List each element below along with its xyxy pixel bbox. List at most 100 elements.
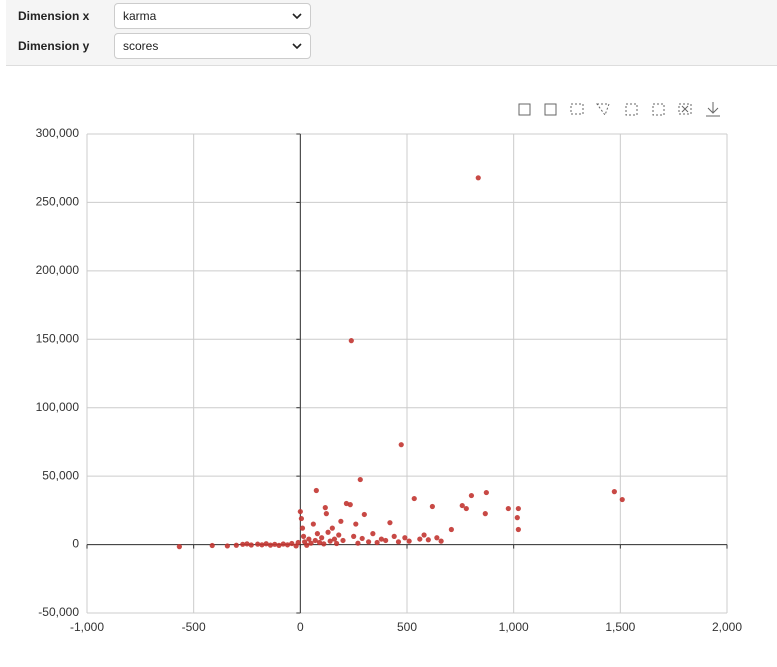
point	[334, 540, 340, 547]
chevron	[292, 13, 302, 19]
point	[300, 533, 307, 539]
x-tick-label: -1,000	[70, 620, 104, 634]
point	[387, 520, 393, 526]
point	[308, 540, 314, 546]
tool-clear[interactable]	[678, 103, 692, 115]
point	[289, 540, 295, 547]
point	[304, 542, 310, 548]
point	[329, 525, 335, 531]
point	[348, 338, 354, 344]
point	[361, 511, 367, 518]
dropdown-value: karma	[123, 9, 157, 23]
y-tick-label: 200,000	[36, 263, 80, 277]
point	[378, 536, 384, 542]
tool-rect-select[interactable]	[570, 103, 584, 115]
point	[505, 505, 511, 512]
y-tick-label: 250,000	[36, 195, 80, 209]
point	[398, 442, 404, 448]
dropdown[interactable]: scores	[114, 33, 311, 59]
tool-keep[interactable]	[625, 103, 638, 116]
point	[515, 526, 521, 533]
point	[336, 532, 342, 538]
tool-zoom[interactable]	[518, 103, 531, 116]
point	[327, 538, 333, 544]
point	[259, 542, 265, 548]
point	[421, 532, 427, 538]
y-tick-label: -50,000	[38, 605, 79, 619]
point	[233, 542, 239, 548]
point	[359, 535, 365, 542]
point	[374, 539, 380, 546]
point	[312, 537, 318, 544]
point	[438, 538, 444, 544]
point	[280, 541, 286, 547]
control-label: Dimension y	[18, 39, 90, 53]
point	[295, 539, 301, 546]
point	[255, 541, 261, 547]
y-tick-label: 300,000	[36, 126, 80, 140]
point	[482, 511, 488, 517]
point	[370, 531, 376, 537]
point	[240, 541, 246, 547]
point	[272, 541, 278, 547]
tool-back[interactable]	[544, 103, 557, 116]
point	[406, 538, 412, 544]
point	[319, 535, 325, 541]
control-row: Dimension x karma	[18, 3, 311, 29]
point	[515, 505, 521, 512]
point	[355, 540, 361, 546]
point	[321, 541, 327, 547]
point	[325, 529, 331, 535]
point	[351, 533, 357, 539]
point	[347, 502, 353, 508]
tool-download[interactable]	[706, 102, 720, 117]
point	[310, 521, 316, 527]
point	[244, 541, 250, 547]
point	[331, 536, 338, 542]
point	[314, 531, 320, 537]
point	[267, 542, 274, 548]
x-tick-label: 500	[397, 620, 417, 634]
point	[468, 492, 475, 499]
point	[425, 537, 431, 543]
point	[417, 536, 423, 542]
point	[434, 535, 440, 541]
point	[402, 535, 408, 541]
toolbar	[518, 102, 720, 117]
point	[395, 539, 402, 545]
x-tick-label: 1,500	[605, 620, 635, 634]
point	[383, 537, 389, 544]
point	[475, 175, 481, 181]
point	[429, 503, 435, 510]
x-tick-label: 0	[297, 620, 304, 634]
point	[263, 541, 269, 547]
point	[411, 495, 417, 502]
y-tick-label: 0	[72, 537, 79, 551]
point	[338, 518, 344, 524]
point	[483, 489, 489, 496]
x-tick-label: 1,000	[499, 620, 529, 634]
point	[514, 515, 520, 521]
y-tick-label: 150,000	[36, 331, 80, 345]
point	[391, 533, 397, 539]
point	[224, 543, 230, 549]
control-label: Dimension x	[18, 9, 90, 23]
point	[313, 487, 319, 494]
point	[448, 526, 454, 533]
point	[298, 515, 304, 522]
point	[611, 489, 617, 495]
point	[306, 536, 312, 542]
point	[209, 542, 215, 549]
point	[619, 496, 625, 503]
tool-lasso[interactable]	[596, 103, 610, 117]
dropdown[interactable]: karma	[114, 3, 311, 29]
chart: -50,000 0 50,000 100,000 150,000 200,000 250,0…	[36, 102, 742, 634]
y-tick-label: 50,000	[42, 468, 79, 482]
point	[366, 539, 372, 545]
tool-zoom-in[interactable]	[652, 103, 665, 116]
point	[284, 542, 291, 548]
point	[276, 542, 282, 548]
point	[459, 502, 465, 509]
chevron	[292, 43, 302, 49]
